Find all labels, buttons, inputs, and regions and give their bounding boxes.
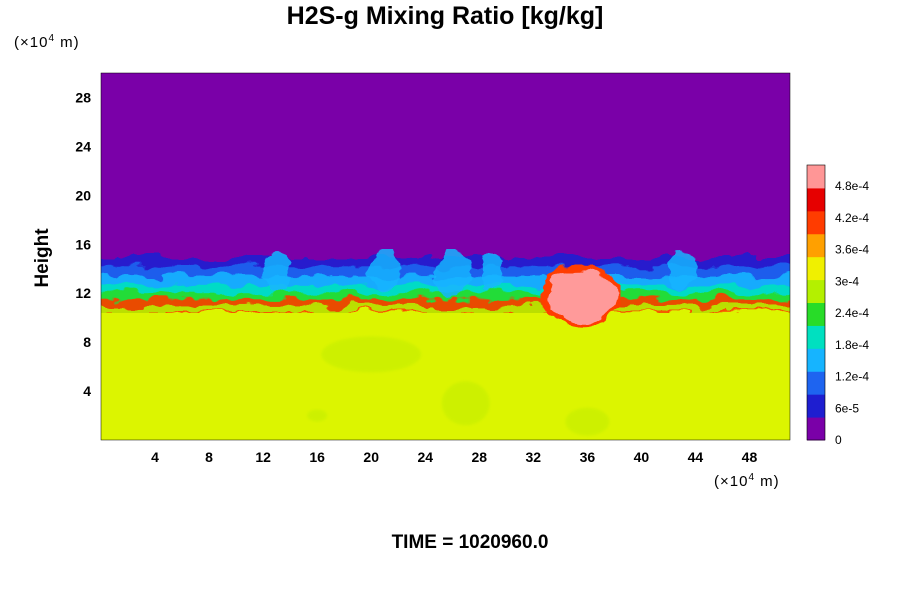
colorbar-frame [806,164,826,441]
colorbar-swatch [807,371,825,395]
time-label: TIME = 1020960.0 [391,532,549,553]
y-tick-label: 16 [75,236,91,252]
colorbar-swatch [807,187,825,212]
x-axis-ticks: 4 8 12 16 20 24 28 32 36 40 44 48 [151,449,757,465]
plume-2 [434,249,471,299]
y-tick-label: 12 [75,285,91,301]
chart-title: H2S-g Mixing Ratio [kg/kg] [286,2,604,30]
colorbar-tick-label: 3.6e-4 [835,243,869,257]
x-tick-label: 36 [580,449,596,465]
colorbar-swatch [807,279,825,303]
y-tick-label: 24 [75,138,91,154]
mixing-band [101,249,790,313]
mixing-layer-6 [101,305,790,312]
colorbar-tick-label: 2.4e-4 [835,306,869,320]
y-tick-label: 8 [83,334,91,350]
colorbar-swatch [807,256,825,281]
colorbar-tick-label: 6e-5 [835,401,859,415]
lower-patch-2 [565,407,610,436]
x-tick-label: 16 [309,449,325,465]
y-tick-label: 4 [83,383,91,399]
x-tick-label: 20 [363,449,379,465]
x-tick-label: 44 [688,449,704,465]
colorbar-swatch [807,302,825,326]
colorbar: 0 6e-5 1.2e-4 1.8e-4 2.4e-4 3e-4 3.6e-4 4.2e-4 4… [806,164,869,447]
plume-4 [665,251,698,286]
colorbar-swatch [807,165,825,189]
colorbar-tick-label: 1.2e-4 [835,370,869,384]
colorbar-swatch [807,210,825,235]
colorbar-swatch [807,233,825,258]
plot-frame [100,72,791,441]
plot-area [101,73,790,440]
lower-patch-1 [441,381,490,426]
x-tick-label: 8 [205,449,213,465]
y-tick-label: 20 [75,187,91,203]
x-tick-label: 32 [526,449,542,465]
plume-1 [368,249,401,289]
high-concentration-patch [540,264,621,328]
x-axis-multiplier: (×104 m) [714,472,780,490]
colorbar-tick-label: 4.2e-4 [835,211,869,225]
colorbar-swatch [807,417,825,441]
x-tick-label: 40 [634,449,650,465]
lower-patch-3 [307,409,328,422]
x-tick-label: 28 [471,449,487,465]
colorbar-tick-label: 1.8e-4 [835,338,869,352]
colorbar-tick-label: 0 [835,433,842,447]
y-tick-label: 28 [75,89,91,105]
plume-3 [480,254,505,294]
colorbar-tick-label: 4.8e-4 [835,179,869,193]
y-axis-ticks: 4 8 12 16 20 24 28 [75,89,91,399]
x-tick-label: 48 [742,449,758,465]
x-tick-label: 24 [417,449,433,465]
colorbar-swatch [807,394,825,418]
field-lower-layer [101,305,790,440]
x-tick-label: 12 [255,449,271,465]
y-axis-multiplier: (×104 m) [14,33,80,51]
x-tick-label: 4 [151,449,159,465]
colorbar-swatch [807,348,825,372]
lower-patch-0 [321,336,422,373]
colorbar-tick-label: 3e-4 [835,274,859,288]
plume-0 [262,254,291,294]
colorbar-swatch [807,325,825,349]
